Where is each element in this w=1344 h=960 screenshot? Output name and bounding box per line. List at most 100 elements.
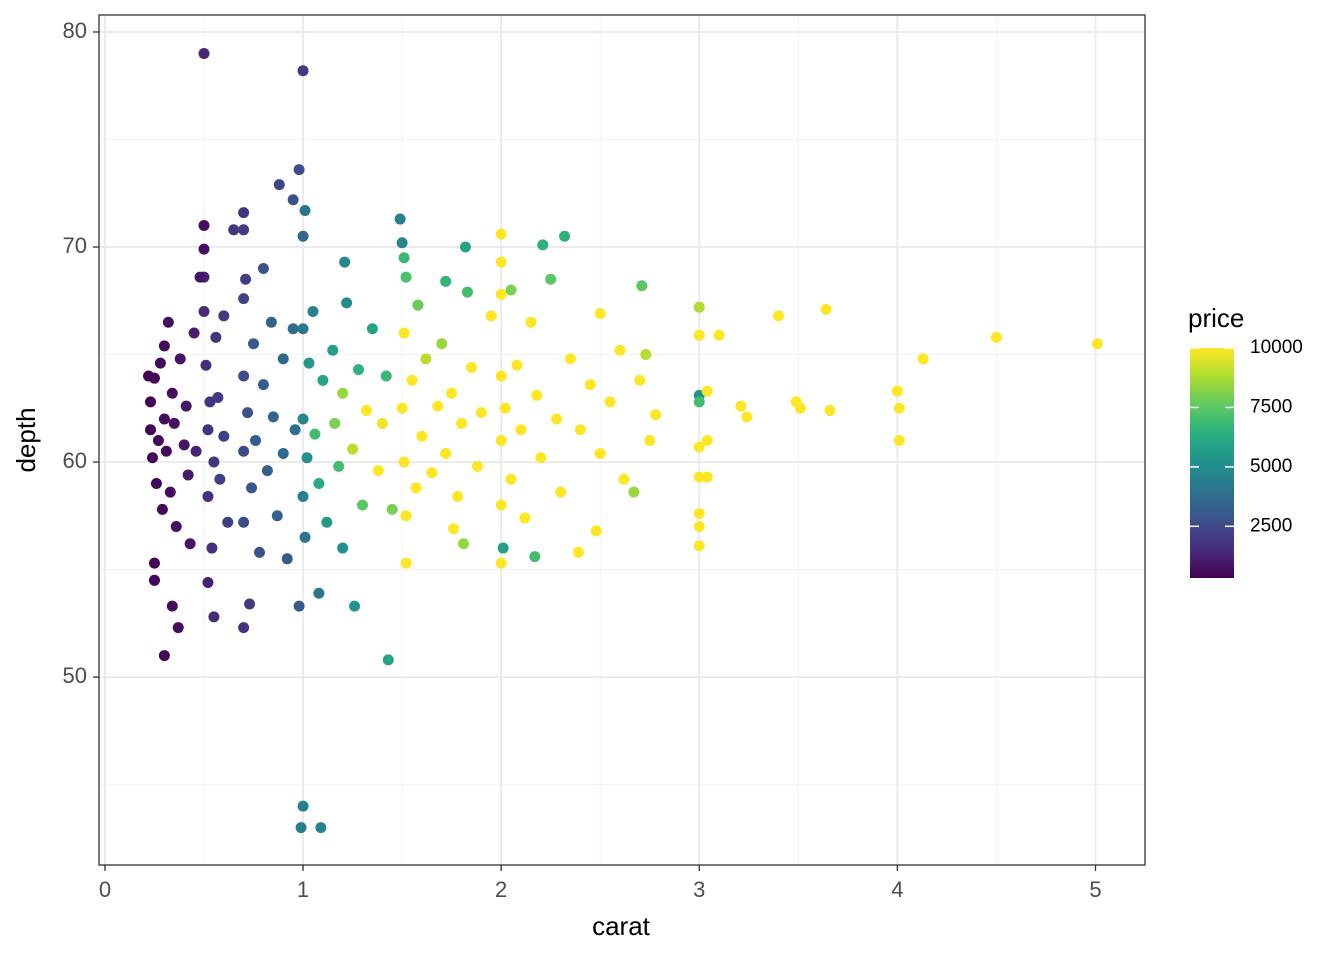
colorbar-label: 10000 xyxy=(1250,337,1303,358)
point xyxy=(495,435,507,447)
point xyxy=(693,301,705,313)
y-tick-label: 70 xyxy=(63,233,87,258)
point xyxy=(471,460,483,472)
point xyxy=(693,329,705,341)
point xyxy=(456,417,468,429)
point xyxy=(495,288,507,300)
point xyxy=(200,359,212,371)
point xyxy=(590,525,602,537)
point xyxy=(495,370,507,382)
point xyxy=(297,800,309,812)
point xyxy=(537,239,549,251)
point xyxy=(713,329,725,341)
point xyxy=(356,499,368,511)
point xyxy=(267,411,279,423)
point xyxy=(505,473,517,485)
point xyxy=(990,331,1002,343)
point xyxy=(372,465,384,477)
point xyxy=(400,271,412,283)
point xyxy=(154,357,166,369)
point xyxy=(158,340,170,352)
point xyxy=(228,224,240,236)
legend-title: price xyxy=(1188,303,1244,333)
point xyxy=(574,424,586,436)
point xyxy=(555,486,567,498)
point xyxy=(701,435,713,447)
point xyxy=(515,424,527,436)
point xyxy=(380,370,392,382)
point xyxy=(584,379,596,391)
point xyxy=(182,469,194,481)
point xyxy=(693,508,705,520)
point xyxy=(475,407,487,419)
point xyxy=(376,417,388,429)
y-tick-label: 50 xyxy=(63,663,87,688)
point xyxy=(295,822,307,834)
point xyxy=(321,516,333,528)
point xyxy=(240,273,252,285)
point xyxy=(214,473,226,485)
point xyxy=(148,574,160,586)
point xyxy=(366,323,378,335)
point xyxy=(412,299,424,311)
point xyxy=(329,417,341,429)
point xyxy=(650,409,662,421)
point xyxy=(773,310,785,322)
point xyxy=(145,424,157,436)
point xyxy=(198,306,210,318)
point xyxy=(594,308,606,320)
point xyxy=(396,402,408,414)
point xyxy=(238,516,250,528)
point xyxy=(640,349,652,361)
point xyxy=(194,271,206,283)
point xyxy=(495,256,507,268)
point xyxy=(246,482,258,494)
point xyxy=(604,396,616,408)
point xyxy=(299,531,311,543)
point xyxy=(410,482,422,494)
point xyxy=(202,576,214,588)
point xyxy=(628,486,640,498)
point xyxy=(174,353,186,365)
point xyxy=(327,344,339,356)
point xyxy=(701,471,713,483)
point xyxy=(735,400,747,412)
point xyxy=(265,316,277,328)
point xyxy=(394,213,406,225)
point xyxy=(559,230,571,242)
point xyxy=(693,441,705,453)
point xyxy=(339,256,351,268)
point xyxy=(495,557,507,569)
x-tick-label: 4 xyxy=(891,877,903,902)
point xyxy=(297,65,309,77)
point xyxy=(293,600,305,612)
point xyxy=(505,284,517,296)
colorbar xyxy=(1190,348,1234,578)
point xyxy=(416,430,428,442)
point xyxy=(152,435,164,447)
point xyxy=(458,538,470,550)
y-tick-label: 80 xyxy=(63,18,87,43)
point xyxy=(529,551,541,563)
point xyxy=(271,510,283,522)
point xyxy=(917,353,929,365)
point xyxy=(168,417,180,429)
point xyxy=(238,370,250,382)
point xyxy=(317,374,329,386)
point xyxy=(210,331,222,343)
point xyxy=(150,478,162,490)
point xyxy=(148,557,160,569)
point xyxy=(741,411,753,423)
point xyxy=(309,428,321,440)
x-tick-label: 0 xyxy=(99,877,111,902)
point xyxy=(495,499,507,511)
point xyxy=(289,424,301,436)
y-axis-title: depth xyxy=(11,407,41,472)
point xyxy=(180,400,192,412)
point xyxy=(333,460,345,472)
point xyxy=(277,447,289,459)
point xyxy=(893,402,905,414)
point xyxy=(551,413,563,425)
point xyxy=(693,396,705,408)
